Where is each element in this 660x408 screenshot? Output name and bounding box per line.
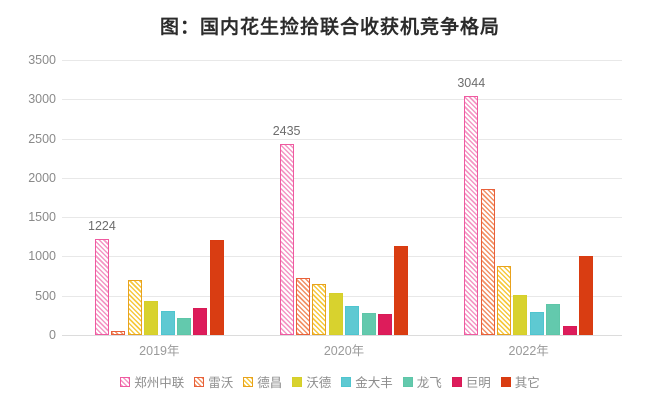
- legend-item-郑州中联[interactable]: 郑州中联: [120, 372, 184, 391]
- y-axis-tick-label: 0: [49, 328, 56, 342]
- gridline: [62, 177, 622, 179]
- legend-item-其它[interactable]: 其它: [500, 372, 540, 391]
- bar-group: 2435: [273, 60, 409, 335]
- chart-legend: 郑州中联 雷沃 德昌 沃德 金大丰 龙飞 巨明 其它: [0, 372, 660, 391]
- bar-德昌[interactable]: [497, 265, 512, 335]
- x-axis: 2019年 2020年 2022年: [62, 340, 622, 360]
- bar-巨明[interactable]: [377, 314, 392, 335]
- legend-item-label: 龙飞: [416, 376, 442, 390]
- bar-雷沃[interactable]: [480, 188, 495, 335]
- legend-item-label: 雷沃: [208, 376, 234, 390]
- legend-item-label: 其它: [514, 376, 540, 390]
- y-axis-tick-label: 2500: [28, 131, 56, 146]
- legend-item-德昌[interactable]: 德昌: [243, 372, 282, 391]
- bar-郑州中联[interactable]: [94, 238, 109, 335]
- bar-郑州中联[interactable]: [279, 143, 294, 335]
- legend-item-金大丰[interactable]: 金大丰: [341, 372, 393, 391]
- legend-swatch-icon: [194, 376, 205, 387]
- bar-其它[interactable]: [579, 256, 594, 335]
- x-axis-tick-label: 2022年: [508, 344, 549, 358]
- bar-value-label: 3044: [457, 75, 486, 90]
- plot-area: 1224 2435 3044: [62, 60, 622, 336]
- legend-item-label: 郑州中联: [134, 376, 185, 390]
- bar-其它[interactable]: [209, 240, 224, 335]
- bar-龙飞[interactable]: [361, 312, 376, 335]
- legend-swatch-icon: [402, 376, 413, 387]
- gridline: [62, 138, 622, 140]
- legend-swatch-icon: [292, 376, 303, 387]
- gridline: [62, 60, 622, 61]
- legend-item-label: 德昌: [257, 376, 283, 390]
- bar-龙飞[interactable]: [176, 318, 191, 335]
- y-axis-tick-label: 2000: [28, 170, 56, 185]
- y-axis-tick-label: 500: [35, 288, 56, 303]
- bar-雷沃[interactable]: [295, 278, 310, 335]
- legend-item-label: 沃德: [306, 376, 332, 390]
- bar-龙飞[interactable]: [546, 304, 561, 335]
- y-axis-tick-label: 3500: [28, 53, 56, 67]
- bar-其它[interactable]: [394, 246, 409, 335]
- legend-swatch-icon: [341, 376, 352, 387]
- legend-item-label: 金大丰: [355, 376, 393, 390]
- y-axis-tick-label: 1500: [28, 210, 56, 225]
- x-axis-tick-label: 2020年: [323, 344, 365, 358]
- legend-item-雷沃[interactable]: 雷沃: [194, 372, 233, 391]
- legend-swatch-icon: [120, 376, 131, 387]
- legend-item-沃德[interactable]: 沃德: [292, 372, 331, 391]
- x-axis-tick-label: 2019年: [139, 344, 180, 358]
- bar-金大丰[interactable]: [529, 312, 544, 335]
- gridline: [62, 99, 622, 101]
- bar-沃德[interactable]: [328, 293, 343, 335]
- legend-swatch-icon: [451, 376, 462, 387]
- legend-swatch-icon: [500, 376, 511, 387]
- bar-德昌[interactable]: [312, 283, 327, 335]
- legend-item-龙飞[interactable]: 龙飞: [402, 372, 442, 391]
- bar-value-label: 1224: [88, 218, 116, 233]
- gridline: [62, 217, 622, 219]
- gridline: [62, 256, 622, 258]
- bar-巨明[interactable]: [193, 307, 208, 335]
- legend-item-巨明[interactable]: 巨明: [451, 372, 491, 391]
- bar-德昌[interactable]: [127, 280, 142, 335]
- bar-雷沃[interactable]: [111, 331, 126, 335]
- bar-郑州中联[interactable]: [464, 95, 479, 335]
- legend-item-label: 巨明: [465, 376, 491, 390]
- bar-group: 1224: [88, 60, 224, 335]
- bar-沃德[interactable]: [513, 295, 528, 335]
- legend-swatch-icon: [243, 376, 254, 387]
- bar-value-label: 2435: [272, 123, 301, 138]
- y-axis: 0 500 1000 1500 2000 2500 3000 3500: [0, 53, 56, 342]
- chart-title: 图：国内花生捡拾联合收获机竞争格局: [159, 17, 500, 38]
- bar-巨明[interactable]: [562, 325, 577, 335]
- y-axis-tick-label: 1000: [28, 249, 56, 264]
- bar-金大丰[interactable]: [345, 305, 360, 335]
- bar-金大丰[interactable]: [160, 311, 175, 335]
- bar-group: 3044: [457, 60, 594, 335]
- y-axis-tick-label: 3000: [28, 92, 56, 107]
- gridline: [62, 335, 622, 336]
- bar-沃德[interactable]: [144, 300, 159, 335]
